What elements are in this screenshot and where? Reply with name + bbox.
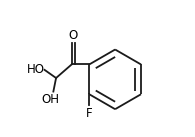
Text: HO: HO bbox=[27, 63, 45, 76]
Text: O: O bbox=[68, 29, 78, 42]
Text: F: F bbox=[86, 107, 93, 120]
Text: OH: OH bbox=[41, 92, 59, 105]
